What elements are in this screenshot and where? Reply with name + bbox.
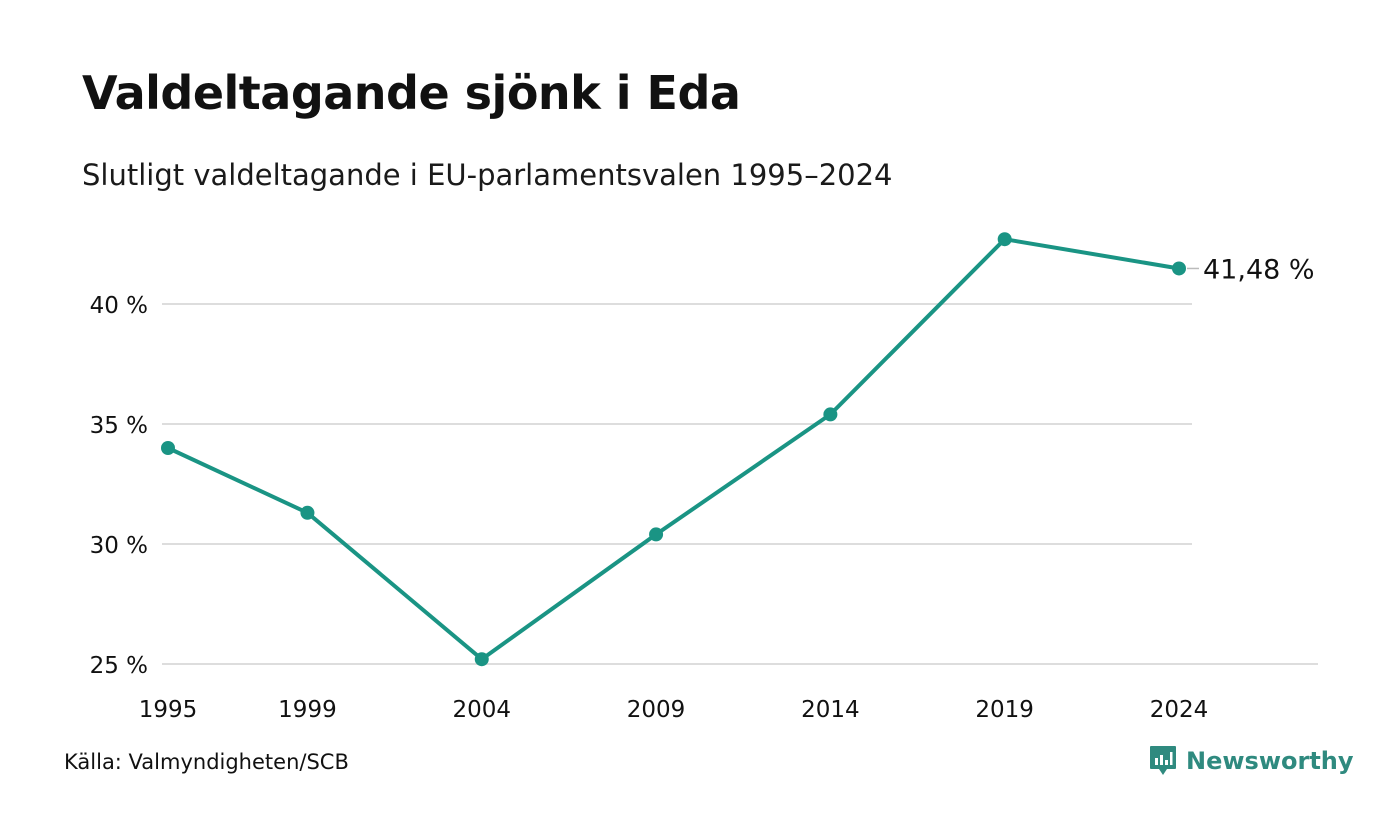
series-line xyxy=(166,237,1181,662)
data-point xyxy=(1172,261,1186,276)
data-point xyxy=(300,505,315,520)
x-tick-label: 1999 xyxy=(278,697,337,723)
chart-title: Valdeltagande sjönk i Eda xyxy=(82,66,741,120)
x-tick-label: 2024 xyxy=(1150,697,1209,723)
line-chart: 25 % 30 % 35 % 40 % 1995 1999 2004 2009 2014 2019… xyxy=(90,232,1318,723)
axis-labels: 25 % 30 % 35 % 40 % 1995 1999 2004 2009 2014 2019… xyxy=(90,293,1209,723)
data-point xyxy=(997,232,1012,247)
x-tick-label: 2009 xyxy=(627,697,686,723)
y-tick-label: 40 % xyxy=(90,293,148,319)
y-tick-label: 25 % xyxy=(90,653,148,679)
x-tick-label: 2019 xyxy=(975,697,1034,723)
newsworthy-icon xyxy=(1150,746,1176,775)
x-tick-label: 2004 xyxy=(452,697,511,723)
source-note: Källa: Valmyndigheten/SCB xyxy=(64,750,349,774)
y-tick-label: 30 % xyxy=(90,533,148,559)
grid-lines xyxy=(162,303,1318,665)
brand-name: Newsworthy xyxy=(1186,747,1354,775)
end-value-label: 41,48 % xyxy=(1203,254,1315,285)
data-series: 41,48 % xyxy=(161,232,1315,667)
brand-logo: Newsworthy xyxy=(1148,744,1354,778)
data-point xyxy=(474,652,489,667)
data-point xyxy=(649,527,664,542)
data-point xyxy=(161,441,175,455)
x-tick-label: 1995 xyxy=(139,697,198,723)
x-tick-label: 2014 xyxy=(801,697,860,723)
data-point xyxy=(823,407,838,422)
y-tick-label: 35 % xyxy=(90,413,148,439)
chart-subtitle: Slutligt valdeltagande i EU-parlamentsva… xyxy=(82,158,893,192)
